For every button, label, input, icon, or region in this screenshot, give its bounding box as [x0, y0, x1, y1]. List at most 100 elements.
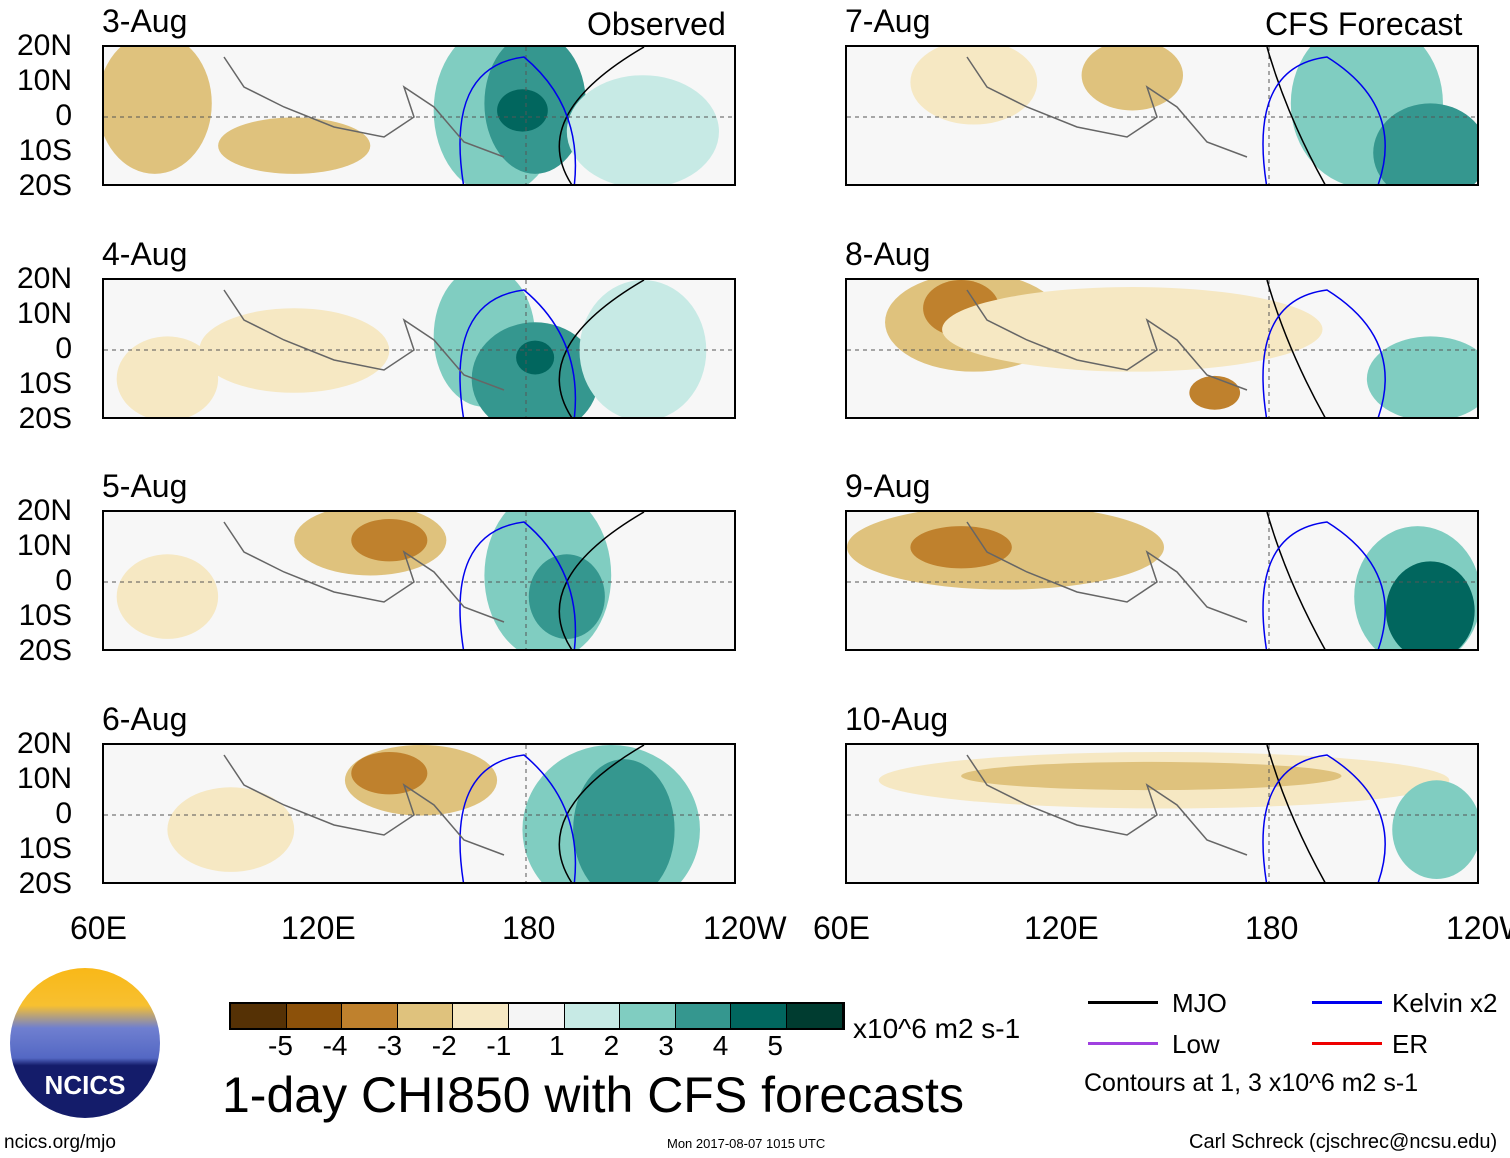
- colorbar-tick: -4: [322, 1030, 348, 1061]
- mjo-contour: [1266, 745, 1326, 882]
- panel-date: 8-Aug: [845, 236, 931, 272]
- colorbar-swatch: [675, 1004, 732, 1028]
- kelvin-contour: [459, 289, 577, 417]
- map-panel-9-Aug: [845, 510, 1479, 651]
- lon-label: 180: [1245, 910, 1299, 946]
- anomaly-shading: [116, 554, 219, 639]
- anomaly-shading: [1366, 336, 1477, 417]
- lon-label: 60E: [813, 910, 870, 946]
- panel-date: 4-Aug: [102, 236, 188, 272]
- kelvin-contour: [1262, 289, 1386, 417]
- panel-date: 7-Aug: [845, 3, 931, 39]
- lat-label: 20S: [18, 169, 72, 202]
- coastline: [966, 521, 1248, 623]
- lat-label: 10S: [18, 134, 72, 167]
- anomaly-shading: [351, 519, 428, 562]
- lat-label: 0: [55, 99, 72, 132]
- kelvin-line: [1312, 1001, 1382, 1004]
- lon-label: 120W: [1446, 910, 1510, 946]
- lon-label: 120W: [703, 910, 787, 946]
- coastline: [966, 754, 1248, 856]
- colorbar-tick: 1: [549, 1030, 565, 1061]
- figure-title: 1-day CHI850 with CFS forecasts: [222, 1067, 964, 1123]
- kelvin-contour: [459, 754, 577, 882]
- colorbar-tick: 5: [767, 1030, 783, 1061]
- map-panel-8-Aug: [845, 278, 1479, 419]
- map-panel-5-Aug: [102, 510, 736, 651]
- lat-label: 20N: [16, 262, 72, 295]
- anomaly-shading: [116, 336, 219, 417]
- colorbar-tick: -2: [431, 1030, 457, 1061]
- lon-label: 120E: [1024, 910, 1099, 946]
- anomaly-shading: [1385, 561, 1475, 649]
- panel-date: 3-Aug: [102, 3, 188, 39]
- anomaly-shading: [942, 287, 1323, 372]
- footer-author: Carl Schreck (cjschrec@ncsu.edu): [1189, 1131, 1498, 1153]
- anomaly-shading: [104, 47, 212, 174]
- lat-label: 10N: [16, 64, 72, 97]
- colorbar-swatch: [286, 1004, 343, 1028]
- anomaly-shading: [199, 308, 390, 393]
- forecast-header: CFS Forecast: [1265, 6, 1463, 42]
- map-panel-7-Aug: [845, 45, 1479, 186]
- anomaly-shading: [910, 47, 1038, 125]
- anomaly-shading: [566, 75, 719, 184]
- ncics-logo: NCICS: [10, 968, 160, 1118]
- lat-label: 20N: [16, 494, 72, 527]
- coastline: [966, 56, 1248, 158]
- coastline: [223, 289, 505, 391]
- lat-label: 0: [55, 797, 72, 830]
- panel-date: 6-Aug: [102, 701, 188, 737]
- anomaly-shading: [910, 526, 1012, 569]
- lat-label: 10S: [18, 599, 72, 632]
- colorbar-swatch: [231, 1004, 287, 1028]
- map-panel-3-Aug: [102, 45, 736, 186]
- lat-label: 10N: [16, 529, 72, 562]
- colorbar-swatch: [342, 1004, 398, 1028]
- colorbar-swatch: [453, 1004, 509, 1028]
- anomaly-shading: [1189, 375, 1241, 410]
- anomaly-shading: [528, 554, 605, 639]
- anomaly-shading: [497, 89, 548, 132]
- lat-label: 0: [55, 564, 72, 597]
- lat-label: 20N: [16, 29, 72, 62]
- panel-date: 9-Aug: [845, 468, 931, 504]
- panel-date: 10-Aug: [845, 701, 949, 737]
- coastline: [966, 289, 1248, 391]
- anomaly-shading: [351, 752, 428, 795]
- map-panel-6-Aug: [102, 743, 736, 884]
- footer-timestamp: Mon 2017-08-07 1015 UTC: [667, 1136, 826, 1151]
- lat-label: 20S: [18, 634, 72, 667]
- anomaly-shading: [1373, 103, 1477, 184]
- colorbar-swatch: [564, 1004, 621, 1028]
- legend-low: Low: [1172, 1029, 1220, 1059]
- coastline: [223, 56, 505, 158]
- lat-label: 0: [55, 332, 72, 365]
- colorbar-swatch: [508, 1004, 565, 1028]
- kelvin-contour: [459, 56, 577, 184]
- colorbar-swatch: [620, 1004, 676, 1028]
- lat-label: 10N: [16, 297, 72, 330]
- map-panel-4-Aug: [102, 278, 736, 419]
- low-line: [1088, 1042, 1158, 1045]
- er-line: [1312, 1042, 1382, 1045]
- lon-label: 60E: [70, 910, 127, 946]
- colorbar-tick: 3: [658, 1030, 674, 1061]
- map-panel-10-Aug: [845, 743, 1479, 884]
- contour-note: Contours at 1, 3 x10^6 m2 s-1: [1084, 1069, 1419, 1097]
- colorbar-tick: -3: [377, 1030, 403, 1061]
- lat-label: 20S: [18, 867, 72, 900]
- colorbar-swatch: [731, 1004, 787, 1028]
- anomaly-shading: [167, 787, 295, 872]
- footer-url[interactable]: ncics.org/mjo: [4, 1132, 116, 1153]
- legend-mjo: MJO: [1172, 988, 1227, 1018]
- lat-label: 10N: [16, 762, 72, 795]
- anomaly-shading: [218, 117, 371, 174]
- colorbar-tick: -5: [268, 1030, 293, 1061]
- colorbar-tick: 4: [712, 1030, 729, 1061]
- mjo-contour: [1266, 280, 1326, 417]
- lat-label: 20S: [18, 402, 72, 435]
- anomaly-shading: [1392, 780, 1477, 879]
- lat-label: 10S: [18, 832, 72, 865]
- anomaly-shading: [961, 761, 1342, 791]
